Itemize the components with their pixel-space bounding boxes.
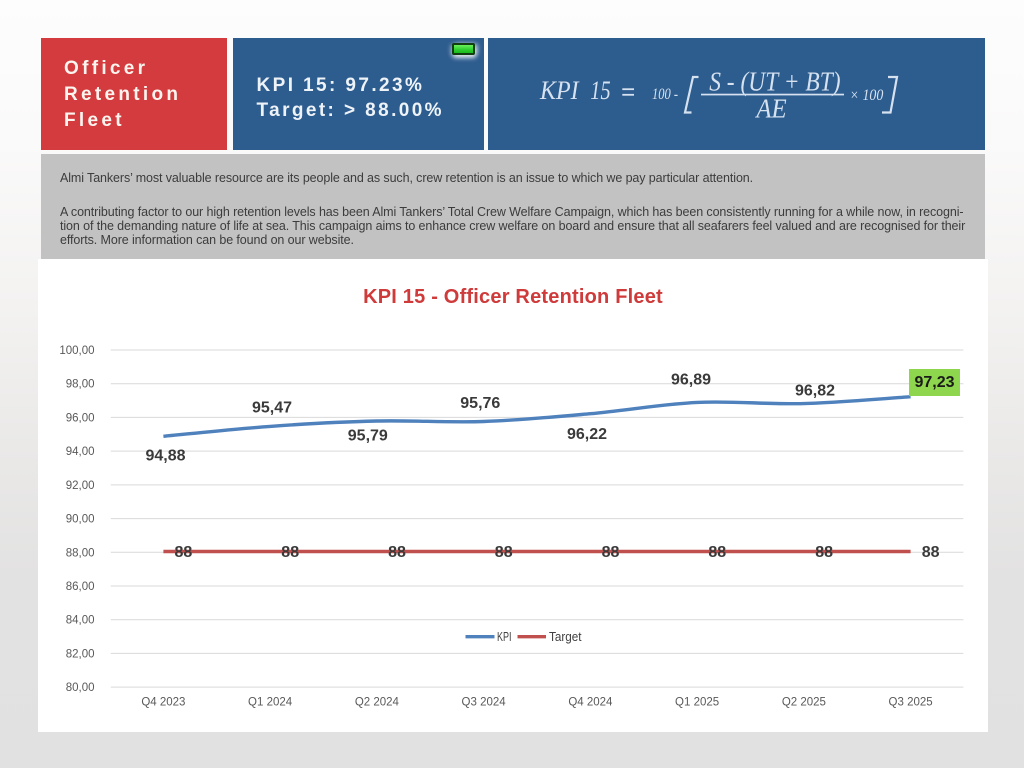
svg-text:Q4 2023: Q4 2023: [141, 697, 185, 709]
svg-text:100,00: 100,00: [59, 345, 94, 357]
svg-text:96,00: 96,00: [66, 412, 95, 424]
svg-text:100 -: 100 -: [652, 86, 678, 103]
svg-text:Target: Target: [549, 629, 582, 644]
svg-text:95,76: 95,76: [460, 395, 500, 412]
svg-text:S - (UT + BT): S - (UT + BT): [709, 66, 840, 96]
svg-text:Q3 2025: Q3 2025: [889, 697, 933, 709]
svg-text:98,00: 98,00: [66, 379, 95, 391]
svg-text:90,00: 90,00: [66, 514, 95, 526]
svg-text:Q1 2024: Q1 2024: [248, 697, 293, 709]
svg-text:82,00: 82,00: [66, 648, 95, 660]
svg-text:88: 88: [175, 544, 193, 561]
svg-text:88: 88: [815, 544, 833, 561]
svg-text:96,89: 96,89: [671, 372, 711, 389]
svg-text:96,22: 96,22: [567, 426, 607, 443]
svg-text:86,00: 86,00: [66, 581, 95, 593]
svg-text:KPI: KPI: [497, 629, 512, 644]
svg-text:80,00: 80,00: [66, 682, 95, 694]
svg-text:Q1 2025: Q1 2025: [675, 697, 719, 709]
svg-text:97,23: 97,23: [914, 374, 954, 391]
svg-text:84,00: 84,00: [66, 615, 95, 627]
svg-text:92,00: 92,00: [66, 480, 95, 492]
svg-text:88: 88: [922, 544, 940, 561]
svg-text:KPI: KPI: [539, 76, 580, 105]
svg-text:88: 88: [708, 544, 726, 561]
svg-text:96,82: 96,82: [795, 383, 835, 400]
svg-text:94,00: 94,00: [66, 446, 95, 458]
svg-text:88: 88: [281, 544, 299, 561]
svg-text:88,00: 88,00: [66, 547, 95, 559]
svg-text:88: 88: [602, 544, 620, 561]
svg-text:15: 15: [590, 76, 610, 105]
svg-text:Q3 2024: Q3 2024: [462, 697, 507, 709]
svg-text:95,47: 95,47: [252, 400, 292, 417]
svg-text:88: 88: [388, 544, 406, 561]
svg-text:AE: AE: [755, 93, 788, 123]
svg-text:Q4 2024: Q4 2024: [568, 697, 613, 709]
svg-text:× 100: × 100: [850, 87, 884, 104]
svg-text:Q2 2024: Q2 2024: [355, 697, 400, 709]
svg-text:88: 88: [495, 544, 513, 561]
svg-text:Q2 2025: Q2 2025: [782, 697, 826, 709]
svg-text:94,88: 94,88: [145, 448, 185, 465]
svg-text:95,79: 95,79: [348, 428, 388, 445]
